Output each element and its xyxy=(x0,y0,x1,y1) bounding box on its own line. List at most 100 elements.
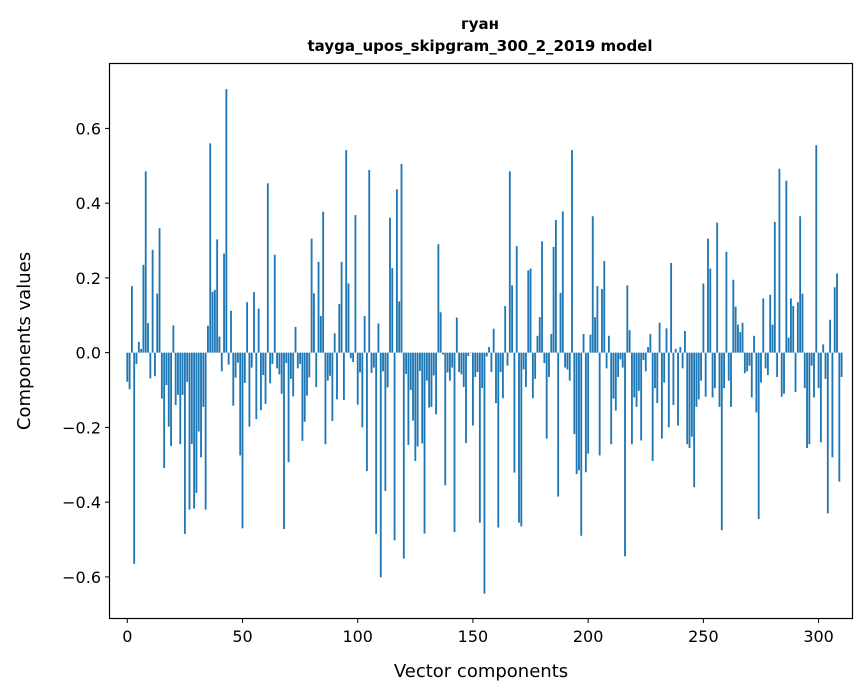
bar xyxy=(347,283,350,353)
bar xyxy=(506,352,509,366)
bar xyxy=(382,352,384,372)
bar xyxy=(389,217,391,353)
bar xyxy=(465,352,467,444)
bar xyxy=(635,352,638,407)
bar xyxy=(361,352,364,428)
bar xyxy=(156,293,159,353)
bar xyxy=(511,285,514,353)
bar xyxy=(826,352,829,514)
bar xyxy=(455,317,458,353)
bar xyxy=(672,352,675,405)
bar xyxy=(200,352,202,458)
bar xyxy=(239,352,242,456)
bar xyxy=(681,352,684,369)
bar xyxy=(177,352,179,395)
bar xyxy=(174,352,177,405)
bar xyxy=(165,352,168,386)
bar xyxy=(589,334,592,353)
bar xyxy=(700,352,702,381)
x-tick-label: 200 xyxy=(573,627,604,646)
bar xyxy=(529,268,532,353)
y-tick-label: 0.2 xyxy=(76,269,101,288)
bar xyxy=(624,352,626,557)
bar xyxy=(619,352,622,360)
bar xyxy=(412,352,414,421)
bar xyxy=(213,289,216,353)
bar xyxy=(610,352,613,445)
bar xyxy=(541,241,543,353)
bar xyxy=(386,352,389,388)
bar xyxy=(257,308,260,353)
bar xyxy=(241,352,244,529)
bar xyxy=(354,215,357,353)
bar xyxy=(315,352,318,388)
bar xyxy=(497,352,500,528)
bar xyxy=(801,293,804,353)
bar xyxy=(688,352,691,448)
bar xyxy=(250,352,253,368)
bar xyxy=(181,352,184,395)
bar xyxy=(578,352,580,471)
bar xyxy=(808,352,811,445)
bar xyxy=(799,216,802,353)
bar xyxy=(690,352,693,437)
bar xyxy=(299,352,302,364)
bar xyxy=(803,352,806,389)
bar xyxy=(748,352,751,366)
bar xyxy=(693,352,696,488)
bar xyxy=(255,352,258,420)
bar xyxy=(253,292,255,353)
bar xyxy=(437,244,440,353)
bar xyxy=(543,352,546,364)
bar xyxy=(345,150,348,353)
bar xyxy=(587,352,590,454)
bar xyxy=(366,352,368,472)
bar xyxy=(658,322,661,353)
bar xyxy=(534,352,537,379)
bar xyxy=(755,352,758,413)
bar xyxy=(289,352,292,379)
bar xyxy=(695,352,698,407)
bar xyxy=(183,352,186,534)
bar xyxy=(372,352,375,368)
bar xyxy=(140,348,143,353)
bar xyxy=(326,352,329,381)
bar xyxy=(338,304,341,353)
bar xyxy=(246,302,249,353)
bar xyxy=(133,352,136,564)
bar xyxy=(550,333,553,353)
bar xyxy=(474,352,477,377)
bar xyxy=(137,341,140,353)
bar xyxy=(451,352,454,368)
bar xyxy=(720,352,723,531)
bar xyxy=(269,352,272,384)
y-axis: −0.6 −0.4 −0.2 0.0 0.2 0.4 0.6 xyxy=(62,119,110,587)
bar xyxy=(306,352,308,396)
bar xyxy=(531,352,534,399)
bar xyxy=(739,332,742,353)
bar xyxy=(313,293,315,353)
bar xyxy=(481,352,484,389)
bar xyxy=(667,352,670,428)
bar xyxy=(223,253,225,353)
y-tick-label: −0.6 xyxy=(62,568,101,587)
bar xyxy=(292,352,295,397)
bar xyxy=(644,352,647,372)
bar xyxy=(142,264,145,353)
bar xyxy=(702,283,705,353)
bar xyxy=(554,219,557,353)
bar xyxy=(190,352,193,444)
bar xyxy=(831,352,834,458)
bar xyxy=(527,270,530,353)
bar xyxy=(642,352,645,361)
bar xyxy=(167,352,170,427)
bar xyxy=(225,89,228,353)
bar xyxy=(430,352,433,407)
bar xyxy=(193,352,196,509)
bar xyxy=(656,352,659,404)
bar xyxy=(266,183,269,353)
bar xyxy=(428,352,431,408)
x-tick-label: 300 xyxy=(803,627,834,646)
bar xyxy=(580,352,583,536)
bar xyxy=(458,352,461,373)
